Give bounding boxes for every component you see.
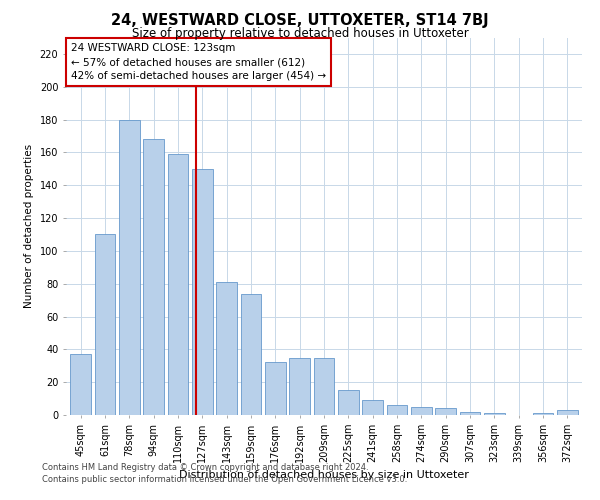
Text: Size of property relative to detached houses in Uttoxeter: Size of property relative to detached ho… xyxy=(131,28,469,40)
Bar xyxy=(70,354,91,415)
Bar xyxy=(557,410,578,415)
Bar xyxy=(362,400,383,415)
Bar xyxy=(338,390,359,415)
Bar xyxy=(216,282,237,415)
Bar xyxy=(386,405,407,415)
Bar xyxy=(484,414,505,415)
Bar xyxy=(265,362,286,415)
Bar xyxy=(167,154,188,415)
Bar xyxy=(289,358,310,415)
Text: 24 WESTWARD CLOSE: 123sqm
← 57% of detached houses are smaller (612)
42% of semi: 24 WESTWARD CLOSE: 123sqm ← 57% of detac… xyxy=(71,43,326,81)
Bar xyxy=(119,120,140,415)
Bar xyxy=(95,234,115,415)
Bar xyxy=(314,358,334,415)
X-axis label: Distribution of detached houses by size in Uttoxeter: Distribution of detached houses by size … xyxy=(179,470,469,480)
Bar xyxy=(143,140,164,415)
Y-axis label: Number of detached properties: Number of detached properties xyxy=(24,144,34,308)
Bar xyxy=(241,294,262,415)
Bar xyxy=(411,407,432,415)
Text: Contains HM Land Registry data © Crown copyright and database right 2024.: Contains HM Land Registry data © Crown c… xyxy=(42,464,368,472)
Bar xyxy=(460,412,481,415)
Bar xyxy=(436,408,456,415)
Bar xyxy=(533,414,553,415)
Text: 24, WESTWARD CLOSE, UTTOXETER, ST14 7BJ: 24, WESTWARD CLOSE, UTTOXETER, ST14 7BJ xyxy=(111,12,489,28)
Bar xyxy=(192,169,212,415)
Text: Contains public sector information licensed under the Open Government Licence v3: Contains public sector information licen… xyxy=(42,474,407,484)
